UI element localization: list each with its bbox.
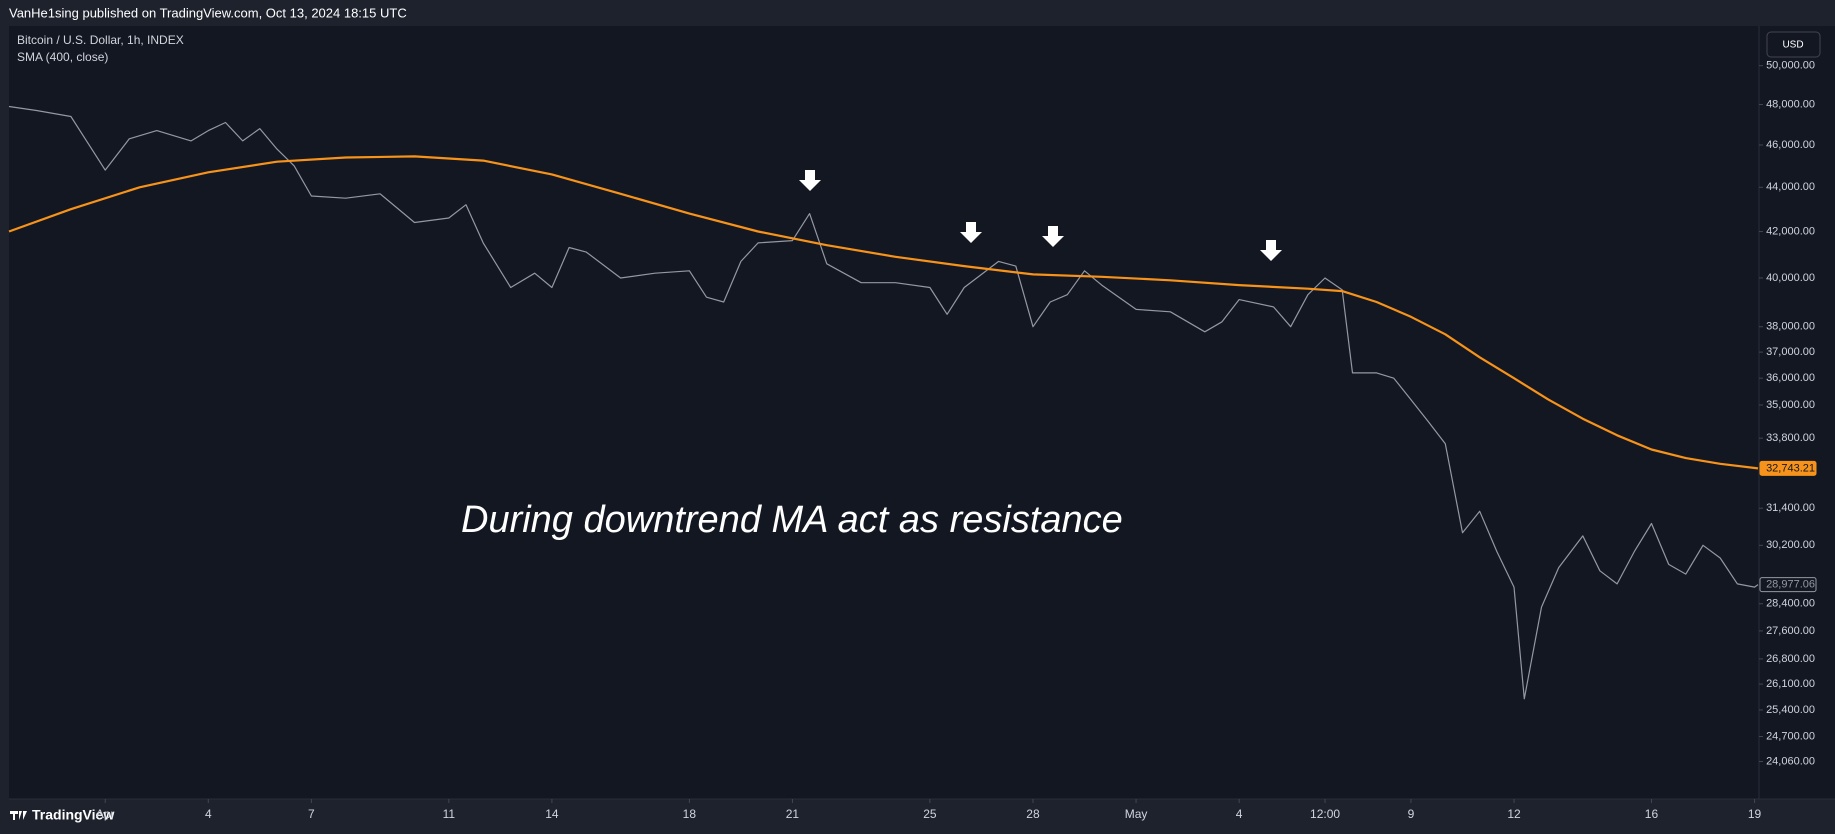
y-tick-label: 42,000.00 bbox=[1766, 225, 1815, 237]
currency: USD bbox=[1782, 40, 1803, 51]
indicator-label: SMA (400, close) bbox=[17, 50, 108, 64]
x-tick-label: 11 bbox=[443, 807, 456, 821]
y-tick-label: 31,400.00 bbox=[1766, 502, 1815, 514]
y-tick-label: 24,700.00 bbox=[1766, 730, 1815, 742]
x-tick-label: 9 bbox=[1408, 807, 1415, 821]
y-tick-label: 46,000.00 bbox=[1766, 139, 1815, 151]
last-value-box bbox=[1759, 577, 1817, 593]
last-value-label: 32,743.21 bbox=[1766, 462, 1815, 474]
last-value-box bbox=[1759, 460, 1817, 476]
y-tick-label: 37,000.00 bbox=[1766, 346, 1815, 358]
x-tick-label: 28 bbox=[1026, 807, 1040, 821]
annotation: During downtrend MA act as resistance bbox=[461, 499, 1123, 541]
x-tick-label: 16 bbox=[1645, 807, 1659, 821]
x-tick-label: 12:00 bbox=[1310, 807, 1340, 821]
y-tick-label: 27,600.00 bbox=[1766, 625, 1815, 637]
x-tick-label: Apr bbox=[96, 807, 115, 821]
y-tick-label: 36,000.00 bbox=[1766, 372, 1815, 384]
x-tick-label: 14 bbox=[545, 807, 559, 821]
x-tick-label: 21 bbox=[786, 807, 800, 821]
series-line bbox=[8, 105, 1759, 700]
footer-logo bbox=[10, 811, 27, 820]
plot-background bbox=[9, 26, 1835, 799]
logo-mark bbox=[10, 811, 27, 820]
x-tick-label: May bbox=[1125, 807, 1148, 821]
chart-title: Bitcoin / U.S. Dollar, 1h, INDEX bbox=[17, 33, 184, 47]
y-tick-label: 28,400.00 bbox=[1766, 598, 1815, 610]
currency-button[interactable] bbox=[1766, 31, 1821, 58]
x-tick-label: 7 bbox=[308, 807, 315, 821]
x-tick-label: 4 bbox=[1236, 807, 1243, 821]
arrow bbox=[960, 222, 982, 243]
y-tick-label: 33,800.00 bbox=[1766, 432, 1815, 444]
y-tick-label: 44,000.00 bbox=[1766, 181, 1815, 193]
x-tick-label: 4 bbox=[205, 807, 212, 821]
y-tick-label: 50,000.00 bbox=[1766, 60, 1815, 72]
x-tick-label: 18 bbox=[683, 807, 697, 821]
arrow bbox=[799, 170, 821, 191]
arrow bbox=[1260, 240, 1282, 261]
publisher: VanHe1sing published on TradingView.com,… bbox=[9, 5, 407, 20]
x-tick-label: 25 bbox=[923, 807, 937, 821]
y-tick-label: 48,000.00 bbox=[1766, 98, 1815, 110]
brand: TradingView bbox=[32, 807, 114, 823]
y-tick-label: 38,000.00 bbox=[1766, 321, 1815, 333]
y-tick-label: 26,800.00 bbox=[1766, 653, 1815, 665]
y-tick-label: 25,400.00 bbox=[1766, 704, 1815, 716]
x-tick-label: 12 bbox=[1507, 807, 1521, 821]
y-tick-label: 30,200.00 bbox=[1766, 539, 1815, 551]
arrows bbox=[799, 170, 1282, 261]
y-tick-label: 40,000.00 bbox=[1766, 272, 1815, 284]
arrow bbox=[1042, 226, 1064, 247]
y-tick-label: 24,060.00 bbox=[1766, 755, 1815, 767]
y-tick-label: 26,100.00 bbox=[1766, 678, 1815, 690]
last-value-label: 28,977.06 bbox=[1766, 579, 1815, 591]
x-tick-label: 19 bbox=[1748, 807, 1762, 821]
series-line bbox=[8, 155, 1759, 470]
y-tick-label: 35,000.00 bbox=[1766, 399, 1815, 411]
